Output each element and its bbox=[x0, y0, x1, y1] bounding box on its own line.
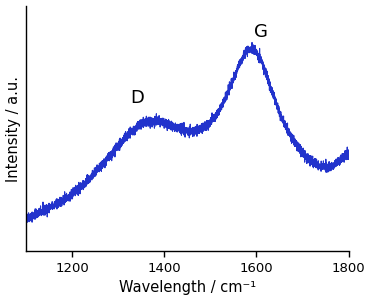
X-axis label: Wavelength / cm⁻¹: Wavelength / cm⁻¹ bbox=[119, 281, 256, 296]
Text: D: D bbox=[130, 88, 144, 107]
Y-axis label: Intensity / a.u.: Intensity / a.u. bbox=[6, 76, 20, 182]
Text: G: G bbox=[254, 23, 268, 41]
